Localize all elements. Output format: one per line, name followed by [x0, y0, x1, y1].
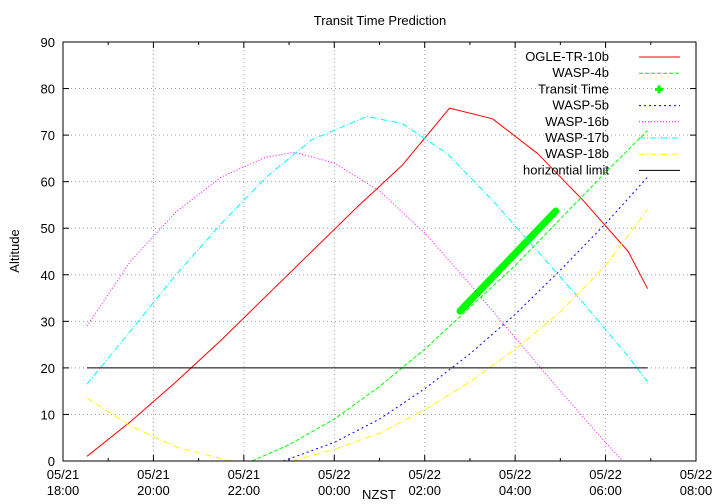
y-tick-label: 90 [41, 35, 55, 50]
legend-label: Transit Time [538, 81, 609, 96]
y-tick-label: 70 [41, 128, 55, 143]
y-tick-label: 80 [41, 82, 55, 97]
x-tick-date: 05/22 [408, 467, 441, 482]
y-tick-label: 0 [48, 454, 55, 469]
x-tick-date: 05/21 [47, 467, 80, 482]
x-axis-ticks: 05/2118:0005/2120:0005/2122:0005/2200:00… [47, 42, 713, 498]
y-tick-label: 10 [41, 407, 55, 422]
x-tick-time: 02:00 [408, 483, 441, 498]
x-tick-time: 22:00 [228, 483, 261, 498]
x-tick-date: 05/22 [499, 467, 532, 482]
x-tick-date: 05/22 [589, 467, 622, 482]
y-axis-label: Altitude [7, 229, 22, 272]
y-tick-label: 30 [41, 314, 55, 329]
y-tick-label: 40 [41, 268, 55, 283]
legend-label: WASP-17b [545, 130, 609, 145]
y-tick-label: 60 [41, 175, 55, 190]
x-axis-label: NZST [362, 487, 396, 502]
x-tick-time: 06:00 [589, 483, 622, 498]
series-wasp-17b [86, 116, 648, 385]
y-axis-ticks: 0 10 20 30 40 50 60 70 80 90 [41, 35, 696, 469]
legend-label: WASP-5b [552, 98, 609, 113]
series-wasp-4b [251, 130, 648, 462]
x-tick-date: 05/21 [228, 467, 261, 482]
x-tick-date: 05/21 [137, 467, 170, 482]
legend-label: horizontial limit [523, 162, 609, 177]
x-tick-time: 18:00 [47, 483, 80, 498]
plot-frame [62, 41, 697, 462]
data-series [86, 107, 649, 462]
legend-label: WASP-16b [545, 114, 609, 129]
legend-label: OGLE-TR-10b [525, 49, 609, 64]
series-ogle-tr-10b [86, 107, 649, 457]
legend-label: WASP-18b [545, 146, 609, 161]
x-tick-date: 05/22 [680, 467, 713, 482]
y-tick-label: 50 [41, 221, 55, 236]
y-tick-label: 20 [41, 361, 55, 376]
x-tick-date: 05/22 [318, 467, 351, 482]
x-tick-time: 08:00 [680, 483, 713, 498]
series-wasp-5b [283, 176, 648, 462]
x-tick-time: 00:00 [318, 483, 351, 498]
series-wasp-18b [86, 209, 648, 462]
x-tick-time: 20:00 [137, 483, 170, 498]
legend-label: WASP-4b [552, 65, 609, 80]
chart-title: Transit Time Prediction [314, 13, 446, 28]
series-transit-time [456, 207, 560, 315]
x-tick-time: 04:00 [499, 483, 532, 498]
